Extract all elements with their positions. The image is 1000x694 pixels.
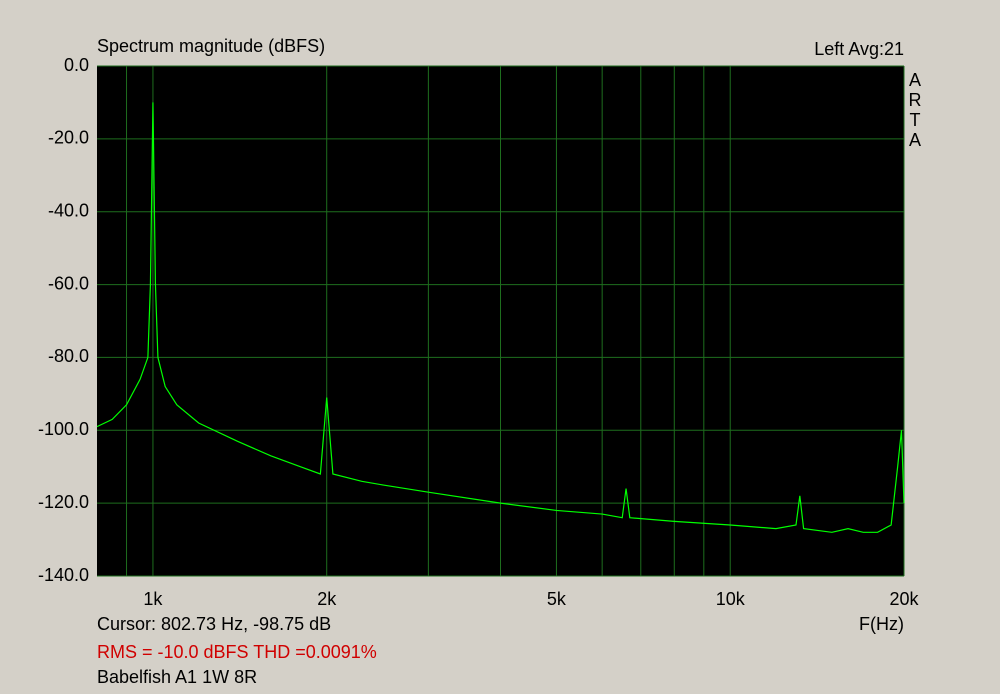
- channel-info: Left Avg:21: [814, 39, 904, 59]
- cursor-readout: Cursor: 802.73 Hz, -98.75 dB: [97, 614, 331, 634]
- x-tick-label: 10k: [716, 589, 746, 609]
- y-tick-label: -20.0: [48, 128, 89, 148]
- measurement: RMS = -10.0 dBFS THD =0.0091%: [97, 642, 377, 662]
- y-tick-label: 0.0: [64, 55, 89, 75]
- x-axis-label: F(Hz): [859, 614, 904, 634]
- y-tick-label: -120.0: [38, 492, 89, 512]
- chart-title: Spectrum magnitude (dBFS): [97, 36, 325, 56]
- x-tick-label: 5k: [547, 589, 567, 609]
- y-tick-label: -140.0: [38, 565, 89, 585]
- spectrum-line: [96, 102, 905, 533]
- x-tick-label: 1k: [143, 589, 163, 609]
- x-tick-label: 20k: [889, 589, 919, 609]
- x-tick-label: 2k: [317, 589, 337, 609]
- device-label: Babelfish A1 1W 8R: [97, 667, 257, 687]
- y-tick-label: -100.0: [38, 419, 89, 439]
- side-label: ARTA: [905, 70, 925, 150]
- y-tick-label: -80.0: [48, 346, 89, 366]
- y-tick-label: -60.0: [48, 273, 89, 293]
- y-tick-label: -40.0: [48, 200, 89, 220]
